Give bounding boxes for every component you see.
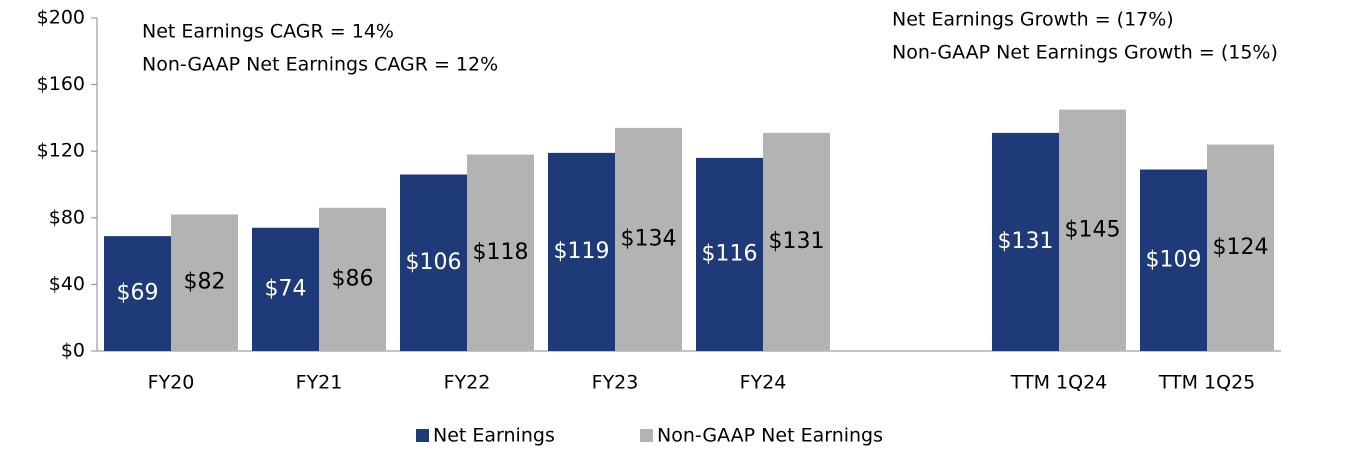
annotation: Non-GAAP Net Earnings Growth = (15%) [892, 42, 1278, 64]
x-tick-label: TTM 1Q24 [1010, 372, 1108, 394]
x-tick-label: TTM 1Q25 [1158, 372, 1256, 394]
bar [104, 236, 171, 351]
y-tick-label: $80 [49, 206, 85, 228]
annotation: Net Earnings CAGR = 14% [142, 21, 394, 43]
bar [252, 227, 319, 351]
legend-label: Non-GAAP Net Earnings [657, 425, 883, 447]
data-label: $109 [1146, 247, 1202, 272]
data-label: $124 [1213, 235, 1269, 260]
x-tick-label: FY24 [740, 372, 787, 394]
bar [467, 154, 534, 351]
x-tick-label: FY20 [148, 372, 195, 394]
bar [171, 214, 238, 351]
data-label: $116 [702, 241, 758, 266]
x-tick-label: FY23 [592, 372, 639, 394]
bar [1059, 109, 1126, 351]
legend-swatch [416, 429, 429, 442]
data-label: $131 [998, 229, 1054, 254]
bar [992, 132, 1059, 351]
y-tick-label: $160 [37, 73, 85, 95]
y-tick-label: $0 [61, 340, 85, 362]
legend-swatch [640, 429, 653, 442]
y-tick-label: $120 [37, 140, 85, 162]
bar [1140, 169, 1207, 351]
data-label: $134 [621, 226, 677, 251]
y-tick-label: $40 [49, 273, 85, 295]
data-label: $82 [184, 270, 226, 295]
data-label: $106 [406, 250, 462, 275]
legend-label: Net Earnings [433, 425, 555, 447]
x-tick-label: FY22 [444, 372, 491, 394]
bar [548, 152, 615, 351]
bar [763, 132, 830, 351]
data-label: $86 [332, 266, 374, 291]
bar [615, 127, 682, 351]
data-label: $145 [1065, 217, 1121, 242]
y-tick-label: $200 [37, 7, 85, 29]
bar [400, 174, 467, 351]
data-label: $69 [117, 281, 159, 306]
annotation: Non-GAAP Net Earnings CAGR = 12% [142, 54, 498, 76]
data-label: $131 [769, 229, 825, 254]
bar [319, 207, 386, 351]
bar [696, 157, 763, 351]
data-label: $74 [265, 276, 307, 301]
bar [1207, 144, 1274, 351]
data-label: $118 [473, 240, 529, 265]
annotation: Net Earnings Growth = (17%) [892, 9, 1174, 31]
x-tick-label: FY21 [296, 372, 343, 394]
data-label: $119 [554, 239, 610, 264]
